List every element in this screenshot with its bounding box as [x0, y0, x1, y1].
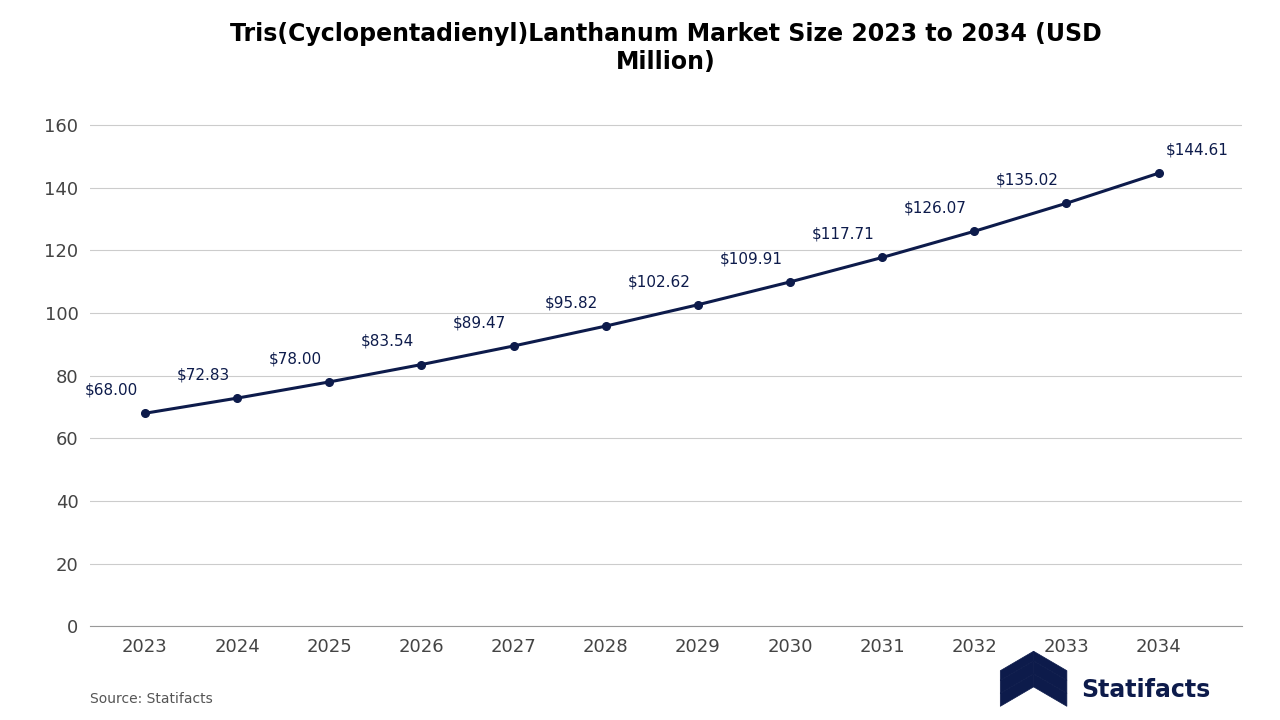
Polygon shape: [1001, 651, 1034, 680]
Text: $144.61: $144.61: [1166, 143, 1229, 158]
Polygon shape: [1001, 674, 1034, 706]
Polygon shape: [1034, 651, 1068, 680]
Polygon shape: [1001, 661, 1034, 693]
Text: $72.83: $72.83: [177, 367, 229, 382]
Text: $102.62: $102.62: [627, 274, 690, 289]
Text: $78.00: $78.00: [269, 351, 321, 366]
Polygon shape: [1034, 674, 1068, 706]
Text: $95.82: $95.82: [545, 295, 598, 310]
Polygon shape: [1034, 661, 1068, 693]
Text: $89.47: $89.47: [453, 315, 506, 330]
Text: $83.54: $83.54: [361, 334, 413, 349]
Title: Tris(Cyclopentadienyl)Lanthanum Market Size 2023 to 2034 (USD
Million): Tris(Cyclopentadienyl)Lanthanum Market S…: [229, 22, 1102, 73]
Text: $109.91: $109.91: [719, 251, 782, 266]
Text: Source: Statifacts: Source: Statifacts: [90, 692, 212, 706]
Text: $135.02: $135.02: [996, 173, 1059, 188]
Text: Statifacts: Statifacts: [1082, 678, 1211, 702]
Text: $117.71: $117.71: [812, 227, 874, 242]
Text: $68.00: $68.00: [84, 382, 137, 397]
Text: $126.07: $126.07: [904, 201, 966, 215]
